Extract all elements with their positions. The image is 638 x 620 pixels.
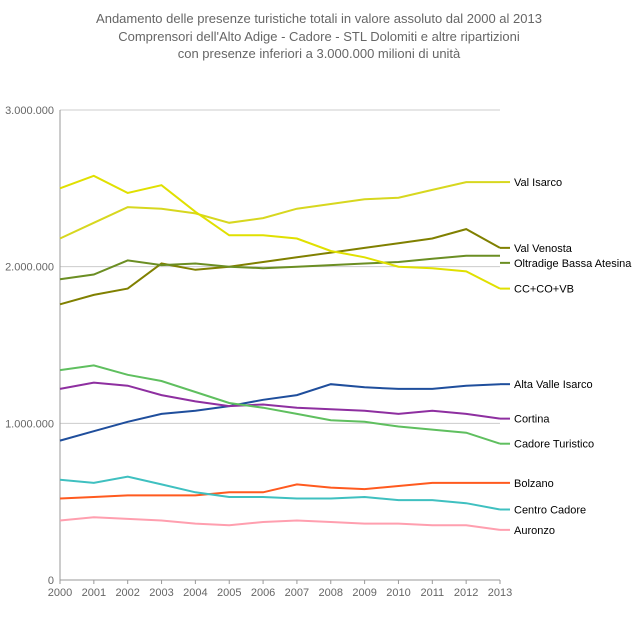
line-chart: 0 1.000.000 2.000.000 3.000.000 2000 2001 2002… <box>0 0 638 615</box>
series-label: Val Isarco <box>514 177 562 189</box>
x-tick-label: 2006 <box>251 587 275 599</box>
x-tick-label: 2003 <box>149 587 173 599</box>
x-tick-label: 2002 <box>115 587 139 599</box>
series-label: Centro Cadore <box>514 505 586 517</box>
series-label: Alta Valle Isarco <box>514 379 593 391</box>
x-tick-label: 2007 <box>285 587 309 599</box>
title-line-3: con presenze inferiori a 3.000.000 milio… <box>0 45 638 63</box>
series-label: Bolzano <box>514 478 554 490</box>
series-line <box>60 517 500 530</box>
series-label: Auronzo <box>514 525 555 537</box>
series-line <box>60 365 500 443</box>
title-line-1: Andamento delle presenze turistiche tota… <box>0 10 638 28</box>
x-tick-label: 2008 <box>319 587 343 599</box>
series-label: Oltradige Bassa Atesina <box>514 258 632 270</box>
series-label: Cadore Turistico <box>514 439 594 451</box>
x-tick-label: 2005 <box>217 587 241 599</box>
y-tick-label: 3.000.000 <box>5 105 54 117</box>
y-tick-label: 2.000.000 <box>5 262 54 274</box>
title-line-2: Comprensori dell'Alto Adige - Cadore - S… <box>0 28 638 46</box>
series-line <box>60 182 500 238</box>
series-line <box>60 483 500 499</box>
series-line <box>60 477 500 510</box>
series-label: Val Venosta <box>514 243 573 255</box>
x-tick-label: 2011 <box>420 587 444 599</box>
y-tick-label: 0 <box>48 575 54 587</box>
x-tick-label: 2009 <box>352 587 376 599</box>
x-tick-label: 2013 <box>488 587 512 599</box>
series-label: Cortina <box>514 414 550 426</box>
chart-title: Andamento delle presenze turistiche tota… <box>0 10 638 63</box>
series-line <box>60 176 500 289</box>
y-tick-label: 1.000.000 <box>5 418 54 430</box>
x-tick-label: 2000 <box>48 587 72 599</box>
series-label: CC+CO+VB <box>514 284 574 296</box>
series-line <box>60 384 500 440</box>
x-tick-label: 2010 <box>386 587 410 599</box>
x-tick-label: 2004 <box>183 587 207 599</box>
x-tick-label: 2001 <box>82 587 106 599</box>
x-tick-label: 2012 <box>454 587 478 599</box>
